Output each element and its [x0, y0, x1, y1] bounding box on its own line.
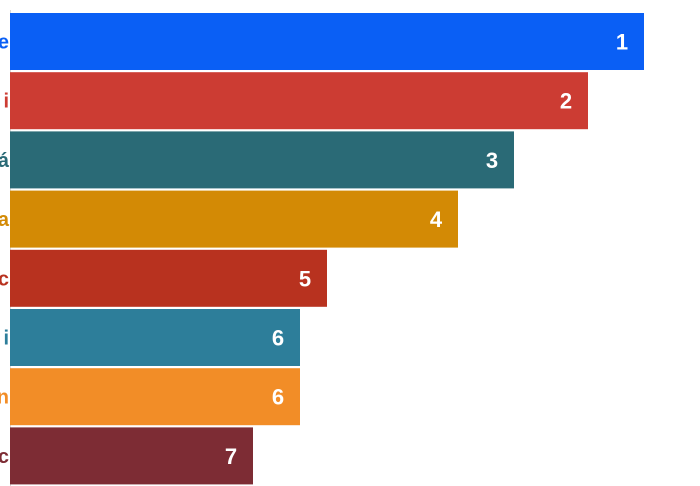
- data-label-2: 2: [560, 89, 572, 114]
- category-label-1: e: [0, 32, 9, 54]
- category-label-4: a: [0, 209, 10, 231]
- data-label-4: 4: [430, 207, 443, 232]
- bars-group: [10, 13, 644, 485]
- bar-1: [10, 13, 644, 70]
- category-label-3: á: [0, 150, 10, 172]
- data-label-7: 6: [272, 385, 284, 410]
- bar-5: [10, 249, 327, 307]
- category-label-8: c: [0, 446, 9, 468]
- bar-4: [10, 190, 458, 248]
- bar-3: [10, 131, 514, 189]
- category-label-7: n: [0, 387, 9, 409]
- bar-6: [10, 309, 300, 366]
- category-label-5: c: [0, 268, 9, 290]
- bar-7: [10, 368, 300, 426]
- bar-8: [10, 427, 253, 485]
- category-labels-group: e i á a c i n c: [0, 32, 10, 468]
- category-label-6: i: [3, 328, 9, 350]
- data-label-6: 6: [272, 326, 284, 351]
- data-label-5: 5: [299, 266, 311, 291]
- data-labels-group: 1 2 3 4 5 6 6 7: [225, 30, 628, 469]
- data-label-1: 1: [616, 30, 628, 55]
- bar-2: [10, 72, 588, 130]
- data-label-3: 3: [486, 148, 498, 173]
- category-label-2: i: [3, 91, 9, 113]
- data-label-8: 7: [225, 444, 237, 469]
